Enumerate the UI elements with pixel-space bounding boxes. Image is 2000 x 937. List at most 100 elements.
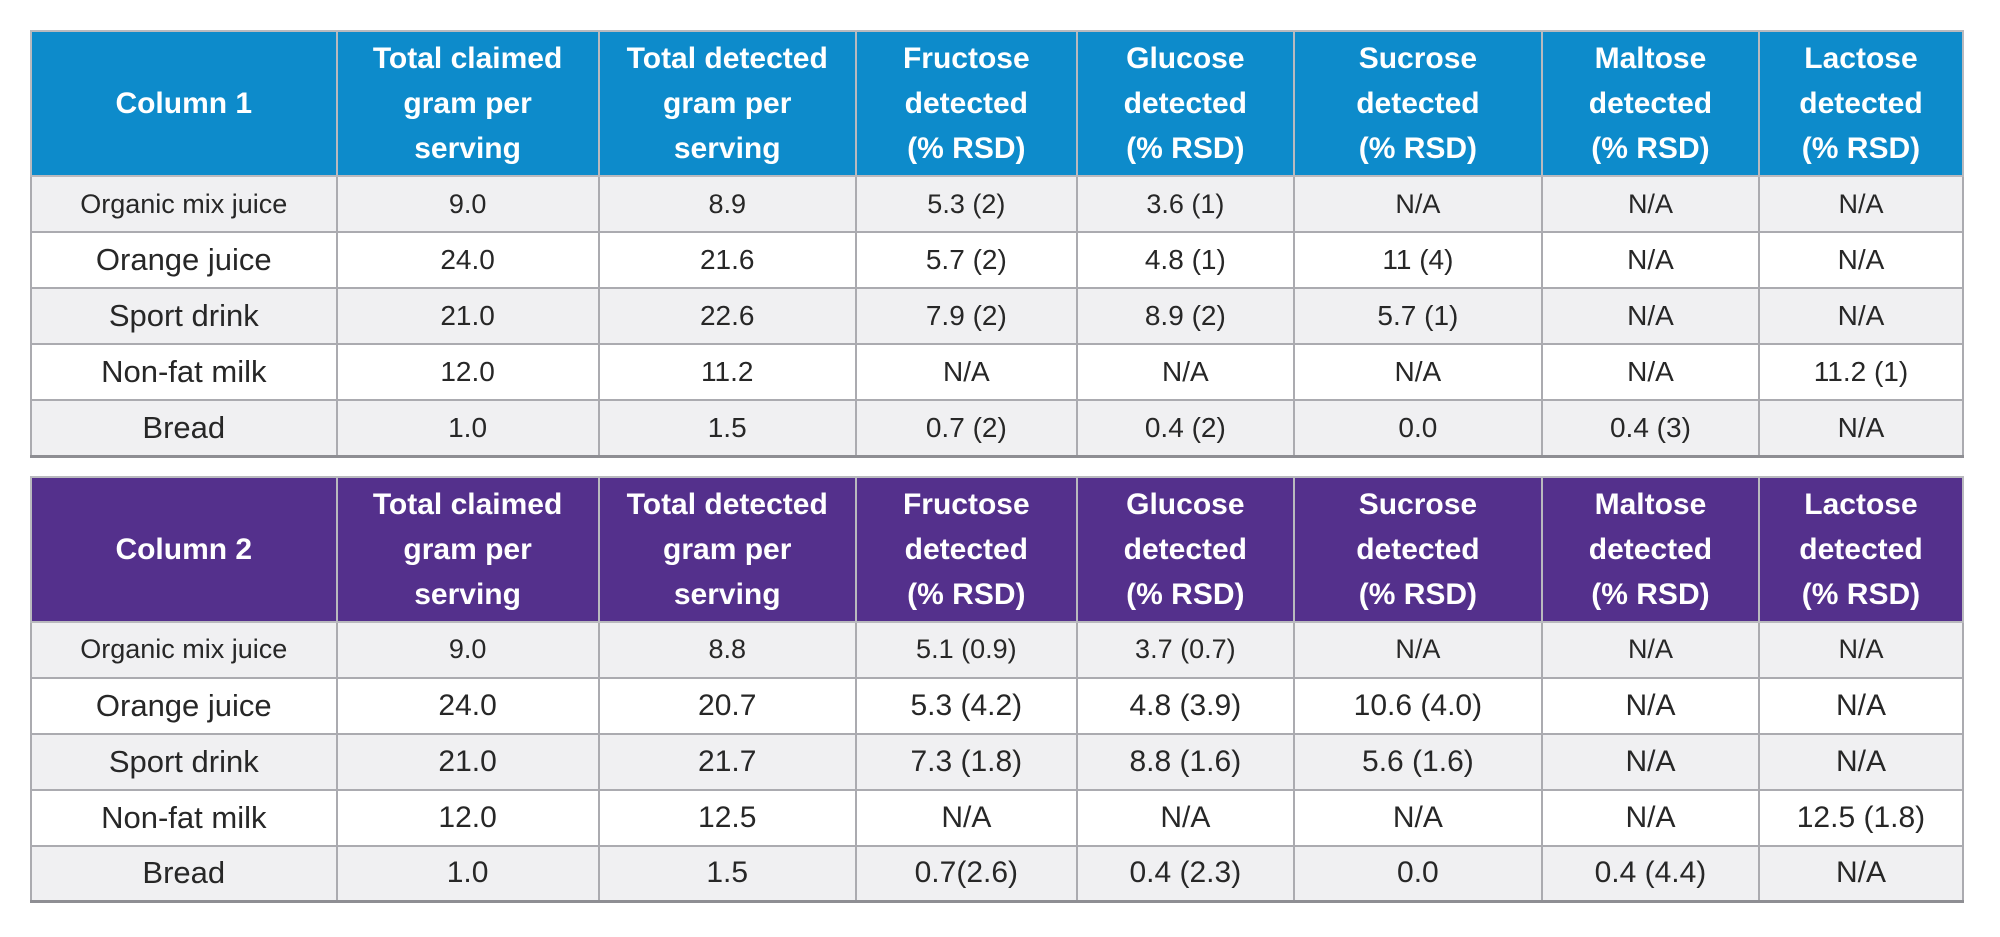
data-cell: N/A: [1540, 676, 1760, 735]
data-cell: N/A: [1292, 620, 1543, 679]
table-row: Non-fat milk 12.0 11.2 N/A N/A N/A N/A 1…: [30, 343, 1965, 401]
data-cell: 9.0: [335, 175, 600, 233]
data-cell: N/A: [1540, 287, 1760, 345]
data-cell: 0.4 (2): [1075, 399, 1295, 457]
data-cell: 24.0: [335, 676, 600, 735]
data-cell: N/A: [1540, 343, 1760, 401]
data-cell: 20.7: [597, 676, 857, 735]
data-cell: 12.0: [335, 343, 600, 401]
data-cell: 21.0: [335, 732, 600, 791]
table-column-2: Column 2 Total claimed gram per serving …: [30, 475, 1965, 903]
page: Column 1 Total claimed gram per serving …: [30, 30, 1965, 903]
data-cell: 11.2 (1): [1757, 343, 1965, 401]
table-row: Non-fat milk 12.0 12.5 N/A N/A N/A N/A 1…: [30, 788, 1965, 847]
data-cell: N/A: [1540, 231, 1760, 289]
data-cell: 12.0: [335, 788, 600, 847]
data-cell: N/A: [854, 788, 1078, 847]
data-cell: N/A: [1540, 732, 1760, 791]
column-header: Fructose detected (% RSD): [854, 475, 1078, 623]
column-header: Sucrose detected (% RSD): [1292, 475, 1543, 623]
column-header: Glucose detected (% RSD): [1075, 30, 1295, 177]
data-cell: 0.4 (2.3): [1075, 844, 1295, 903]
data-cell: N/A: [854, 343, 1078, 401]
data-cell: 0.7(2.6): [854, 844, 1078, 903]
data-cell: 11 (4): [1292, 231, 1543, 289]
data-cell: 3.6 (1): [1075, 175, 1295, 233]
data-cell: 21.6: [597, 231, 857, 289]
row-label: Orange juice: [30, 231, 338, 289]
data-cell: N/A: [1540, 788, 1760, 847]
row-label: Non-fat milk: [30, 343, 338, 401]
data-cell: 5.3 (4.2): [854, 676, 1078, 735]
column-header: Lactose detected (% RSD): [1757, 475, 1965, 623]
data-cell: N/A: [1757, 399, 1965, 457]
table-column-1-header: Column 1 Total claimed gram per serving …: [30, 30, 1965, 177]
data-cell: 4.8 (3.9): [1075, 676, 1295, 735]
data-cell: 8.9: [597, 175, 857, 233]
data-cell: 21.0: [335, 287, 600, 345]
column-header: Sucrose detected (% RSD): [1292, 30, 1543, 177]
row-label: Sport drink: [30, 732, 338, 791]
data-cell: 22.6: [597, 287, 857, 345]
column-header: Total claimed gram per serving: [335, 475, 600, 623]
data-cell: 1.0: [335, 399, 600, 457]
data-cell: N/A: [1757, 231, 1965, 289]
data-cell: 5.7 (1): [1292, 287, 1543, 345]
header-row: Column 2 Total claimed gram per serving …: [30, 475, 1965, 623]
column-header: Maltose detected (% RSD): [1540, 30, 1760, 177]
data-cell: N/A: [1075, 343, 1295, 401]
data-cell: 0.7 (2): [854, 399, 1078, 457]
data-cell: 3.7 (0.7): [1075, 620, 1295, 679]
data-cell: 24.0: [335, 231, 600, 289]
table-row: Sport drink 21.0 21.7 7.3 (1.8) 8.8 (1.6…: [30, 732, 1965, 791]
data-cell: 12.5 (1.8): [1757, 788, 1965, 847]
column-header: Total detected gram per serving: [597, 475, 857, 623]
data-cell: N/A: [1757, 620, 1965, 679]
column-header: Total claimed gram per serving: [335, 30, 600, 177]
column-header: Glucose detected (% RSD): [1075, 475, 1295, 623]
data-cell: 1.5: [597, 399, 857, 457]
header-row: Column 1 Total claimed gram per serving …: [30, 30, 1965, 177]
table-row: Sport drink 21.0 22.6 7.9 (2) 8.9 (2) 5.…: [30, 287, 1965, 345]
data-cell: 8.9 (2): [1075, 287, 1295, 345]
data-cell: 7.3 (1.8): [854, 732, 1078, 791]
row-label: Non-fat milk: [30, 788, 338, 847]
data-cell: 9.0: [335, 620, 600, 679]
data-cell: 7.9 (2): [854, 287, 1078, 345]
data-cell: 1.5: [597, 844, 857, 903]
table-title: Column 2: [30, 475, 338, 623]
data-cell: N/A: [1540, 620, 1760, 679]
data-cell: 5.6 (1.6): [1292, 732, 1543, 791]
data-cell: 8.8: [597, 620, 857, 679]
table-row: Organic mix juice 9.0 8.9 5.3 (2) 3.6 (1…: [30, 175, 1965, 233]
data-cell: N/A: [1540, 175, 1760, 233]
row-label: Organic mix juice: [30, 175, 338, 233]
data-cell: N/A: [1757, 676, 1965, 735]
row-label: Bread: [30, 399, 338, 457]
column-header: Fructose detected (% RSD): [854, 30, 1078, 177]
data-cell: 1.0: [335, 844, 600, 903]
table-column-1: Column 1 Total claimed gram per serving …: [30, 30, 1965, 458]
data-cell: 0.0: [1292, 844, 1543, 903]
table-column-2-header: Column 2 Total claimed gram per serving …: [30, 475, 1965, 623]
data-cell: N/A: [1757, 287, 1965, 345]
data-cell: 0.4 (4.4): [1540, 844, 1760, 903]
data-cell: N/A: [1757, 844, 1965, 903]
row-label: Orange juice: [30, 676, 338, 735]
data-cell: 5.7 (2): [854, 231, 1078, 289]
data-cell: 5.3 (2): [854, 175, 1078, 233]
column-header: Lactose detected (% RSD): [1757, 30, 1965, 177]
data-cell: N/A: [1075, 788, 1295, 847]
data-cell: 0.0: [1292, 399, 1543, 457]
row-label: Organic mix juice: [30, 620, 338, 679]
table-row: Orange juice 24.0 20.7 5.3 (4.2) 4.8 (3.…: [30, 676, 1965, 735]
column-header: Maltose detected (% RSD): [1540, 475, 1760, 623]
table-title: Column 1: [30, 30, 338, 177]
data-cell: 0.4 (3): [1540, 399, 1760, 457]
row-label: Sport drink: [30, 287, 338, 345]
data-cell: 11.2: [597, 343, 857, 401]
table-row: Bread 1.0 1.5 0.7(2.6) 0.4 (2.3) 0.0 0.4…: [30, 844, 1965, 903]
data-cell: N/A: [1757, 732, 1965, 791]
data-cell: 21.7: [597, 732, 857, 791]
data-cell: 4.8 (1): [1075, 231, 1295, 289]
